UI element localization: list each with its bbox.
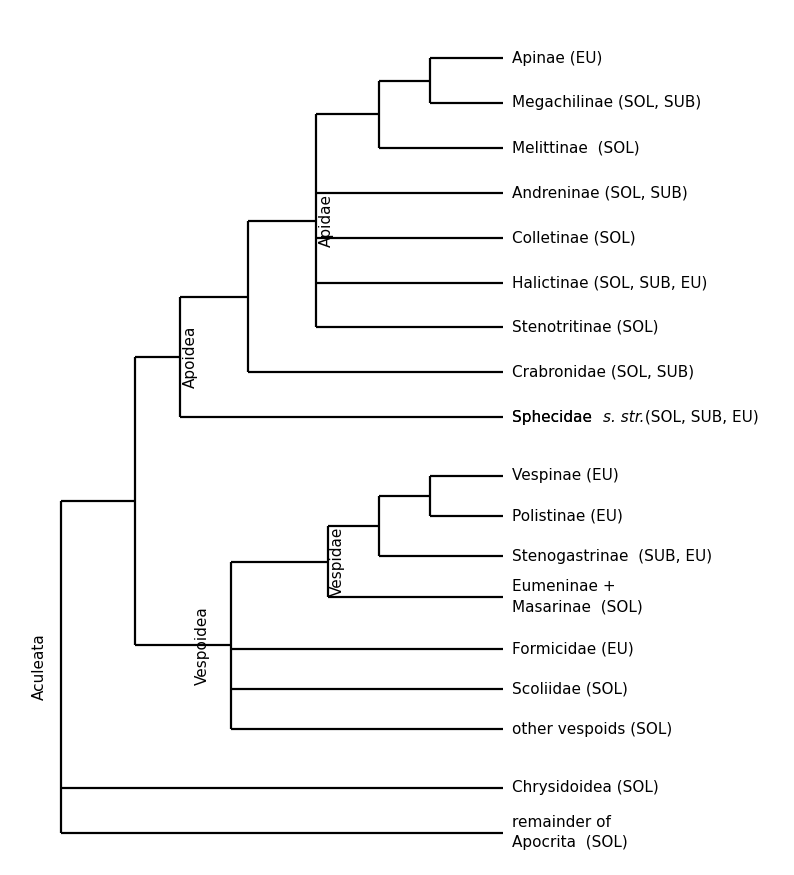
Text: Apidae: Apidae (319, 194, 334, 248)
Text: Masarinae  (SOL): Masarinae (SOL) (512, 599, 642, 614)
Text: Chrysidoidea (SOL): Chrysidoidea (SOL) (512, 780, 659, 795)
Text: other vespoids (SOL): other vespoids (SOL) (512, 722, 673, 737)
Text: Vespidae: Vespidae (330, 527, 345, 596)
Text: Sphecidae: Sphecidae (512, 410, 597, 424)
Text: Sphecidae: Sphecidae (512, 410, 597, 424)
Text: Stenotritinae (SOL): Stenotritinae (SOL) (512, 320, 658, 335)
Text: Scoliidae (SOL): Scoliidae (SOL) (512, 682, 628, 696)
Text: Apinae (EU): Apinae (EU) (512, 51, 603, 66)
Text: Melittinae  (SOL): Melittinae (SOL) (512, 140, 639, 156)
Text: Andreninae (SOL, SUB): Andreninae (SOL, SUB) (512, 186, 688, 200)
Text: Apoidea: Apoidea (183, 326, 198, 388)
Text: Polistinae (EU): Polistinae (EU) (512, 508, 622, 523)
Text: s. str.: s. str. (603, 410, 644, 424)
Text: Vespinae (EU): Vespinae (EU) (512, 468, 619, 483)
Text: Apocrita  (SOL): Apocrita (SOL) (512, 836, 627, 850)
Text: Megachilinae (SOL, SUB): Megachilinae (SOL, SUB) (512, 95, 701, 110)
Text: (SOL, SUB, EU): (SOL, SUB, EU) (639, 410, 758, 424)
Text: Aculeata: Aculeata (32, 634, 47, 700)
Text: Formicidae (EU): Formicidae (EU) (512, 641, 634, 656)
Text: Colletinae (SOL): Colletinae (SOL) (512, 230, 635, 245)
Text: remainder of: remainder of (512, 815, 611, 830)
Text: Sphecidae          s. str.: Sphecidae s. str. (512, 410, 681, 424)
Text: Crabronidae (SOL, SUB): Crabronidae (SOL, SUB) (512, 365, 694, 380)
Text: Halictinae (SOL, SUB, EU): Halictinae (SOL, SUB, EU) (512, 275, 707, 290)
Text: Stenogastrinae  (SUB, EU): Stenogastrinae (SUB, EU) (512, 549, 712, 564)
Text: Eumeninae +: Eumeninae + (512, 579, 615, 594)
Text: Vespoidea: Vespoidea (195, 606, 210, 685)
